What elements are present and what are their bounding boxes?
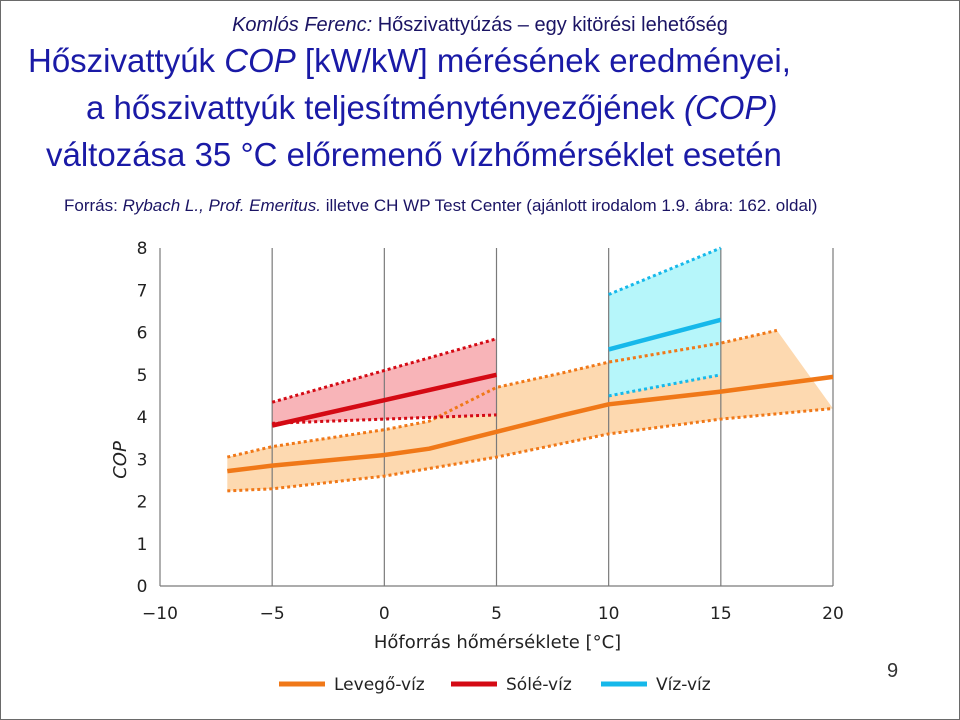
chart-bands	[227, 248, 834, 491]
band-v-z-v-z	[608, 248, 721, 396]
legend-label-s-l-v-z: Sólé-víz	[506, 675, 572, 695]
source-prefix: Forrás:	[64, 196, 123, 215]
slide-header: Komlós Ferenc: Hőszivattyúzás – egy kitö…	[0, 14, 960, 37]
x-tick-label: 20	[822, 604, 844, 624]
page-number: 9	[887, 660, 899, 682]
title-line-1: Hőszivattyúk COP [kW/kW] mérésének eredm…	[28, 42, 791, 80]
chart-lines	[227, 317, 834, 474]
line-s-l-v-z	[271, 372, 497, 428]
source-citation: Forrás: Rybach L., Prof. Emeritus. illet…	[64, 196, 817, 216]
legend-label-v-z-v-z: Víz-víz	[656, 675, 711, 695]
band-edge-lower-v-z-v-z	[608, 373, 722, 398]
source-author: Rybach L., Prof. Emeritus.	[122, 196, 321, 215]
title-cop: (COP)	[683, 89, 778, 126]
title-line-3: változása 35 °C előremenő vízhőmérséklet…	[46, 136, 782, 173]
y-tick-label: 5	[137, 366, 148, 386]
y-tick-label: 4	[137, 408, 148, 428]
x-tick-label: −5	[260, 604, 285, 624]
line-v-z-v-z	[608, 317, 722, 352]
x-axis-title: Hőforrás hőmérséklete [°C]	[374, 632, 621, 653]
x-tick-label: 10	[598, 604, 620, 624]
y-tick-label: 8	[137, 239, 148, 259]
header-author: Komlós Ferenc:	[232, 14, 373, 36]
y-tick-label: 6	[137, 324, 148, 344]
line-leveg-v-z	[227, 374, 834, 474]
band-edge-upper-v-z-v-z	[608, 246, 722, 296]
title-line-2: a hőszivattyúk teljesítménytényezőjének …	[86, 89, 777, 127]
title-part: a hőszivattyúk teljesítménytényezőjének	[86, 89, 684, 126]
y-tick-label: 3	[137, 450, 148, 470]
y-axis-title: COP	[110, 441, 131, 479]
x-tick-label: 5	[491, 604, 502, 624]
x-tick-label: 0	[379, 604, 390, 624]
chart-grid	[159, 248, 834, 586]
legend-label-leveg-v-z: Levegő-víz	[334, 675, 425, 695]
band-edge-lower-s-l-v-z	[272, 413, 497, 425]
y-tick-label: 2	[137, 493, 148, 513]
y-tick-label: 7	[137, 281, 148, 301]
y-tick-label: 0	[137, 577, 148, 597]
source-rest: illetve CH WP Test Center (ajánlott irod…	[320, 196, 818, 215]
band-edge-upper-s-l-v-z	[271, 337, 497, 404]
title-part: Hőszivattyúk	[28, 42, 225, 79]
title-cop: COP	[224, 42, 296, 79]
title-part: [kW/kW] mérésének eredményei,	[295, 42, 791, 79]
x-tick-label: 15	[710, 604, 732, 624]
chart-band-edges	[226, 246, 834, 493]
chart-axes: 0 1 2 3 4 5 6 7 8 −10 −5 0 5 10 15 20 Hőforrás hőmérsékl…	[110, 239, 844, 653]
chart-legend: Levegő-víz Sólé-víz Víz-víz	[279, 675, 711, 695]
x-tick-label: −10	[142, 604, 178, 624]
header-topic: Hőszivattyúzás – egy kitörési lehetőség	[377, 14, 728, 36]
band-edge-lower-leveg-v-z	[227, 407, 834, 493]
y-tick-label: 1	[137, 535, 148, 555]
